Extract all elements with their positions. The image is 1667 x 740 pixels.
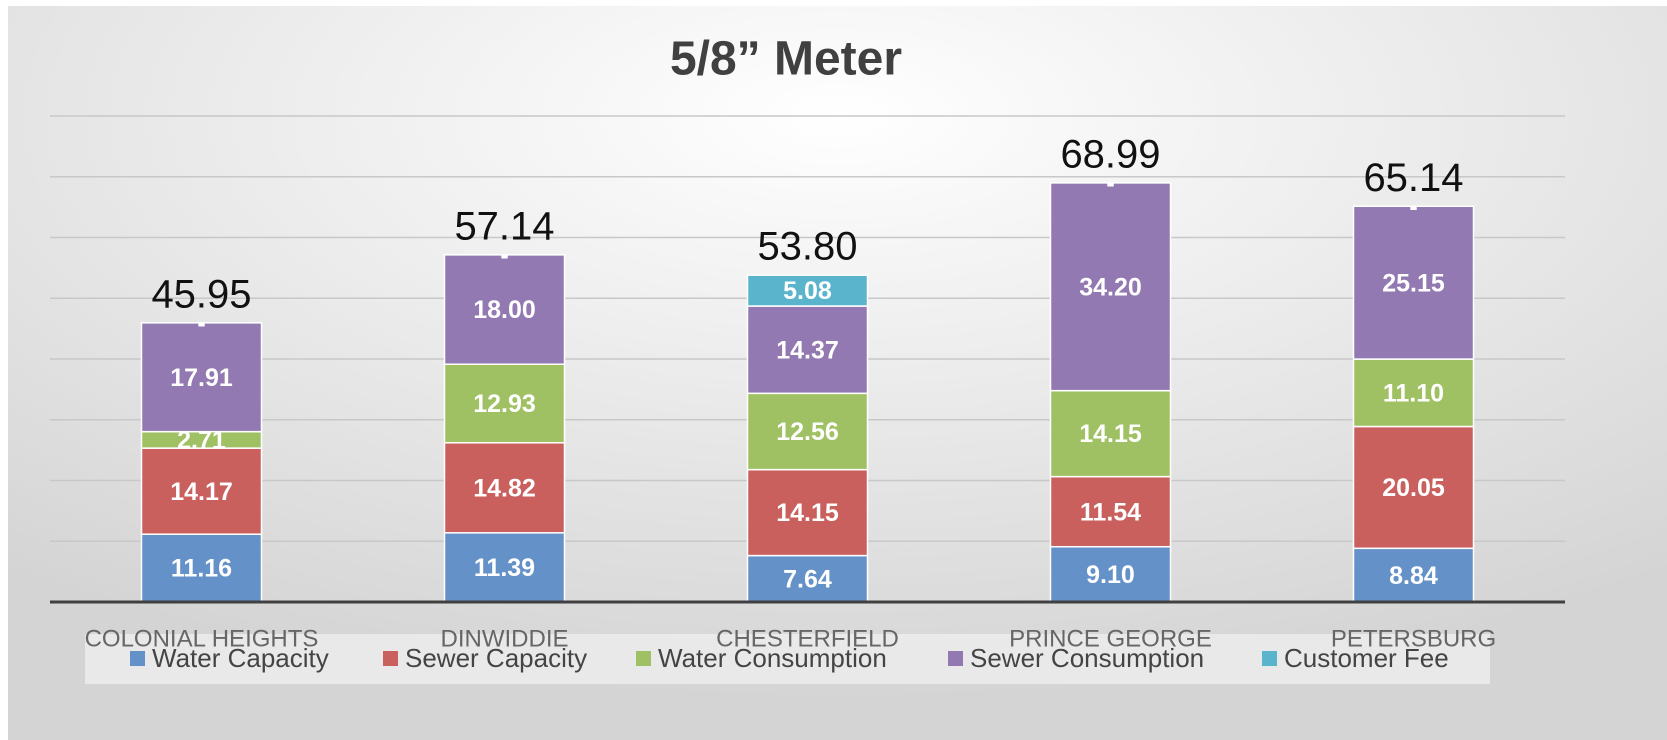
bar-segment [140, 533, 263, 603]
data-label: 14.17 [170, 478, 233, 506]
data-label: 7.64 [783, 565, 832, 593]
legend-swatch [130, 651, 145, 666]
legend-swatch [636, 651, 651, 666]
legend-box [85, 634, 1490, 684]
bar-segment [1049, 475, 1172, 548]
bar-segment [746, 274, 869, 307]
x-tick-label: COLONIAL HEIGHTS [85, 625, 319, 652]
bar-segment [443, 254, 566, 365]
data-label: 20.05 [1382, 474, 1445, 502]
data-label: 14.15 [1079, 420, 1142, 448]
total-label: 68.99 [1060, 132, 1160, 176]
data-label: 11.54 [1080, 498, 1141, 526]
data-label: - [197, 309, 205, 337]
data-label: 8.84 [1389, 562, 1438, 590]
total-label: 45.95 [151, 272, 251, 316]
legend-swatch [948, 651, 963, 666]
total-label: 57.14 [454, 204, 554, 248]
legend-text: Water Capacity [152, 643, 329, 673]
bar-segment [1049, 545, 1172, 603]
data-label: 11.10 [1383, 379, 1444, 407]
data-label: 17.91 [170, 364, 233, 392]
data-label: 12.93 [473, 390, 536, 418]
bar-segment [140, 447, 263, 535]
data-label: 11.16 [171, 555, 232, 583]
bar-segment [1352, 547, 1475, 603]
data-label: - [1106, 169, 1114, 197]
data-label: 12.56 [776, 418, 839, 446]
bar-segment [443, 442, 566, 534]
data-label: 14.82 [473, 474, 536, 502]
data-label: 11.39 [474, 554, 535, 582]
data-label: 34.20 [1079, 273, 1142, 301]
legend-text: Customer Fee [1284, 643, 1449, 673]
data-label: 14.15 [776, 499, 839, 527]
legend-swatch [383, 651, 398, 666]
bar-segment [1049, 389, 1172, 478]
legend-text: Sewer Capacity [405, 643, 587, 673]
data-label: 25.15 [1382, 269, 1445, 297]
x-tick-label: DINWIDDIE [441, 625, 569, 652]
total-label: 65.14 [1363, 156, 1463, 200]
bar-segment [140, 322, 263, 433]
bar-segment [746, 468, 869, 557]
bar-segment [443, 532, 566, 603]
total-label: 53.80 [757, 225, 857, 269]
legend-text: Water Consumption [658, 643, 887, 673]
data-label: 18.00 [473, 296, 536, 324]
x-tick-label: CHESTERFIELD [716, 625, 899, 652]
bar-segment [1352, 205, 1475, 360]
bar-segment [1049, 182, 1172, 392]
legend-text: Sewer Consumption [970, 643, 1204, 673]
bar-segment [746, 305, 869, 395]
data-label: 5.08 [783, 277, 832, 305]
x-tick-label: PETERSBURG [1331, 625, 1496, 652]
data-label: - [500, 241, 508, 269]
chart-title: 5/8” Meter [670, 33, 902, 86]
bar-segment [1352, 358, 1475, 428]
bar-segment [746, 554, 869, 603]
bar-segment [746, 392, 869, 471]
legend-swatch [1262, 651, 1277, 666]
bar-segment [1352, 425, 1475, 550]
data-label: - [1409, 193, 1417, 221]
x-tick-label: PRINCE GEORGE [1009, 625, 1212, 652]
bar-segment [443, 363, 566, 444]
data-label: 9.10 [1086, 561, 1135, 589]
data-label: 14.37 [776, 336, 839, 364]
